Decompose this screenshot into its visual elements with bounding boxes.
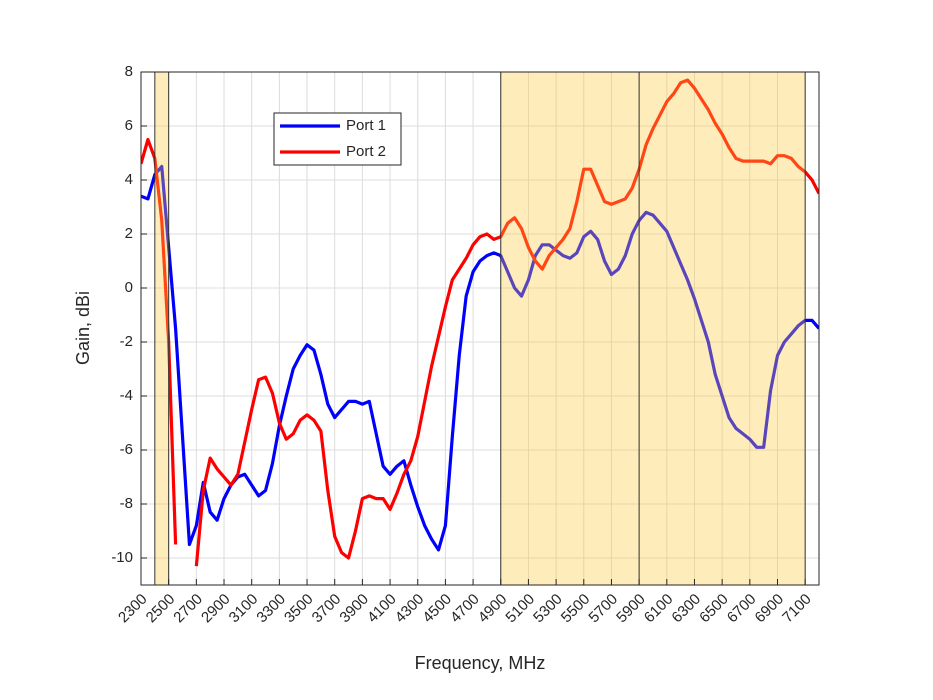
y-axis-label: Gain, dBi (73, 291, 93, 365)
y-tick-label: -10 (111, 549, 133, 566)
legend-label: Port 2 (346, 143, 386, 160)
legend: Port 1 Port 2 (273, 112, 402, 166)
x-tick-label: 5500 (558, 591, 594, 627)
legend-box (273, 112, 402, 166)
x-tick-label: 2900 (198, 591, 234, 627)
x-tick-label: 6100 (641, 591, 677, 627)
plot-area (141, 72, 819, 585)
lines (141, 78, 819, 567)
x-tick-label: 4300 (392, 591, 428, 627)
series-line (141, 78, 819, 567)
x-tick-label: 5900 (613, 591, 649, 627)
band (154, 72, 169, 585)
y-tick-label: 8 (125, 63, 133, 80)
x-axis-label: Frequency, MHz (415, 653, 546, 673)
x-tick-label: 4100 (364, 591, 400, 627)
y-tick-label: -8 (120, 495, 133, 512)
x-tick-label: 4900 (475, 591, 511, 627)
y-tick-label: 2 (125, 225, 133, 242)
y-tick-label: 0 (125, 279, 133, 296)
x-tick-label: 2700 (170, 591, 206, 627)
x-tick-label: 3100 (226, 591, 262, 627)
x-tick-label: 5100 (502, 591, 538, 627)
x-tick-label: 3900 (336, 591, 372, 627)
x-tick-label: 7100 (779, 591, 815, 627)
x-tick-label: 6500 (696, 591, 732, 627)
x-tick-label: 3700 (309, 591, 345, 627)
x-tick-label: 6300 (668, 591, 704, 627)
x-tick-label: 6900 (752, 591, 788, 627)
x-tick-label: 4500 (419, 591, 455, 627)
x-tick-label: 5700 (585, 591, 621, 627)
x-tick-label: 2300 (115, 591, 151, 627)
x-tick-label: 5300 (530, 591, 566, 627)
x-tick-label: 6700 (724, 591, 760, 627)
x-tick-label: 2500 (143, 591, 179, 627)
axes-box (140, 71, 820, 586)
x-tick-label: 3500 (281, 591, 317, 627)
y-tick-label: 4 (125, 171, 133, 188)
x-tick-label: 4700 (447, 591, 483, 627)
x-tick-label: 3300 (253, 591, 289, 627)
series-line (141, 164, 819, 552)
y-tick-label: -6 (120, 441, 133, 458)
y-tick-label: -2 (120, 333, 133, 350)
bands (154, 72, 806, 585)
legend-label: Port 1 (346, 117, 386, 134)
band (500, 72, 806, 585)
y-tick-label: -4 (120, 387, 133, 404)
y-tick-label: 6 (125, 117, 133, 134)
